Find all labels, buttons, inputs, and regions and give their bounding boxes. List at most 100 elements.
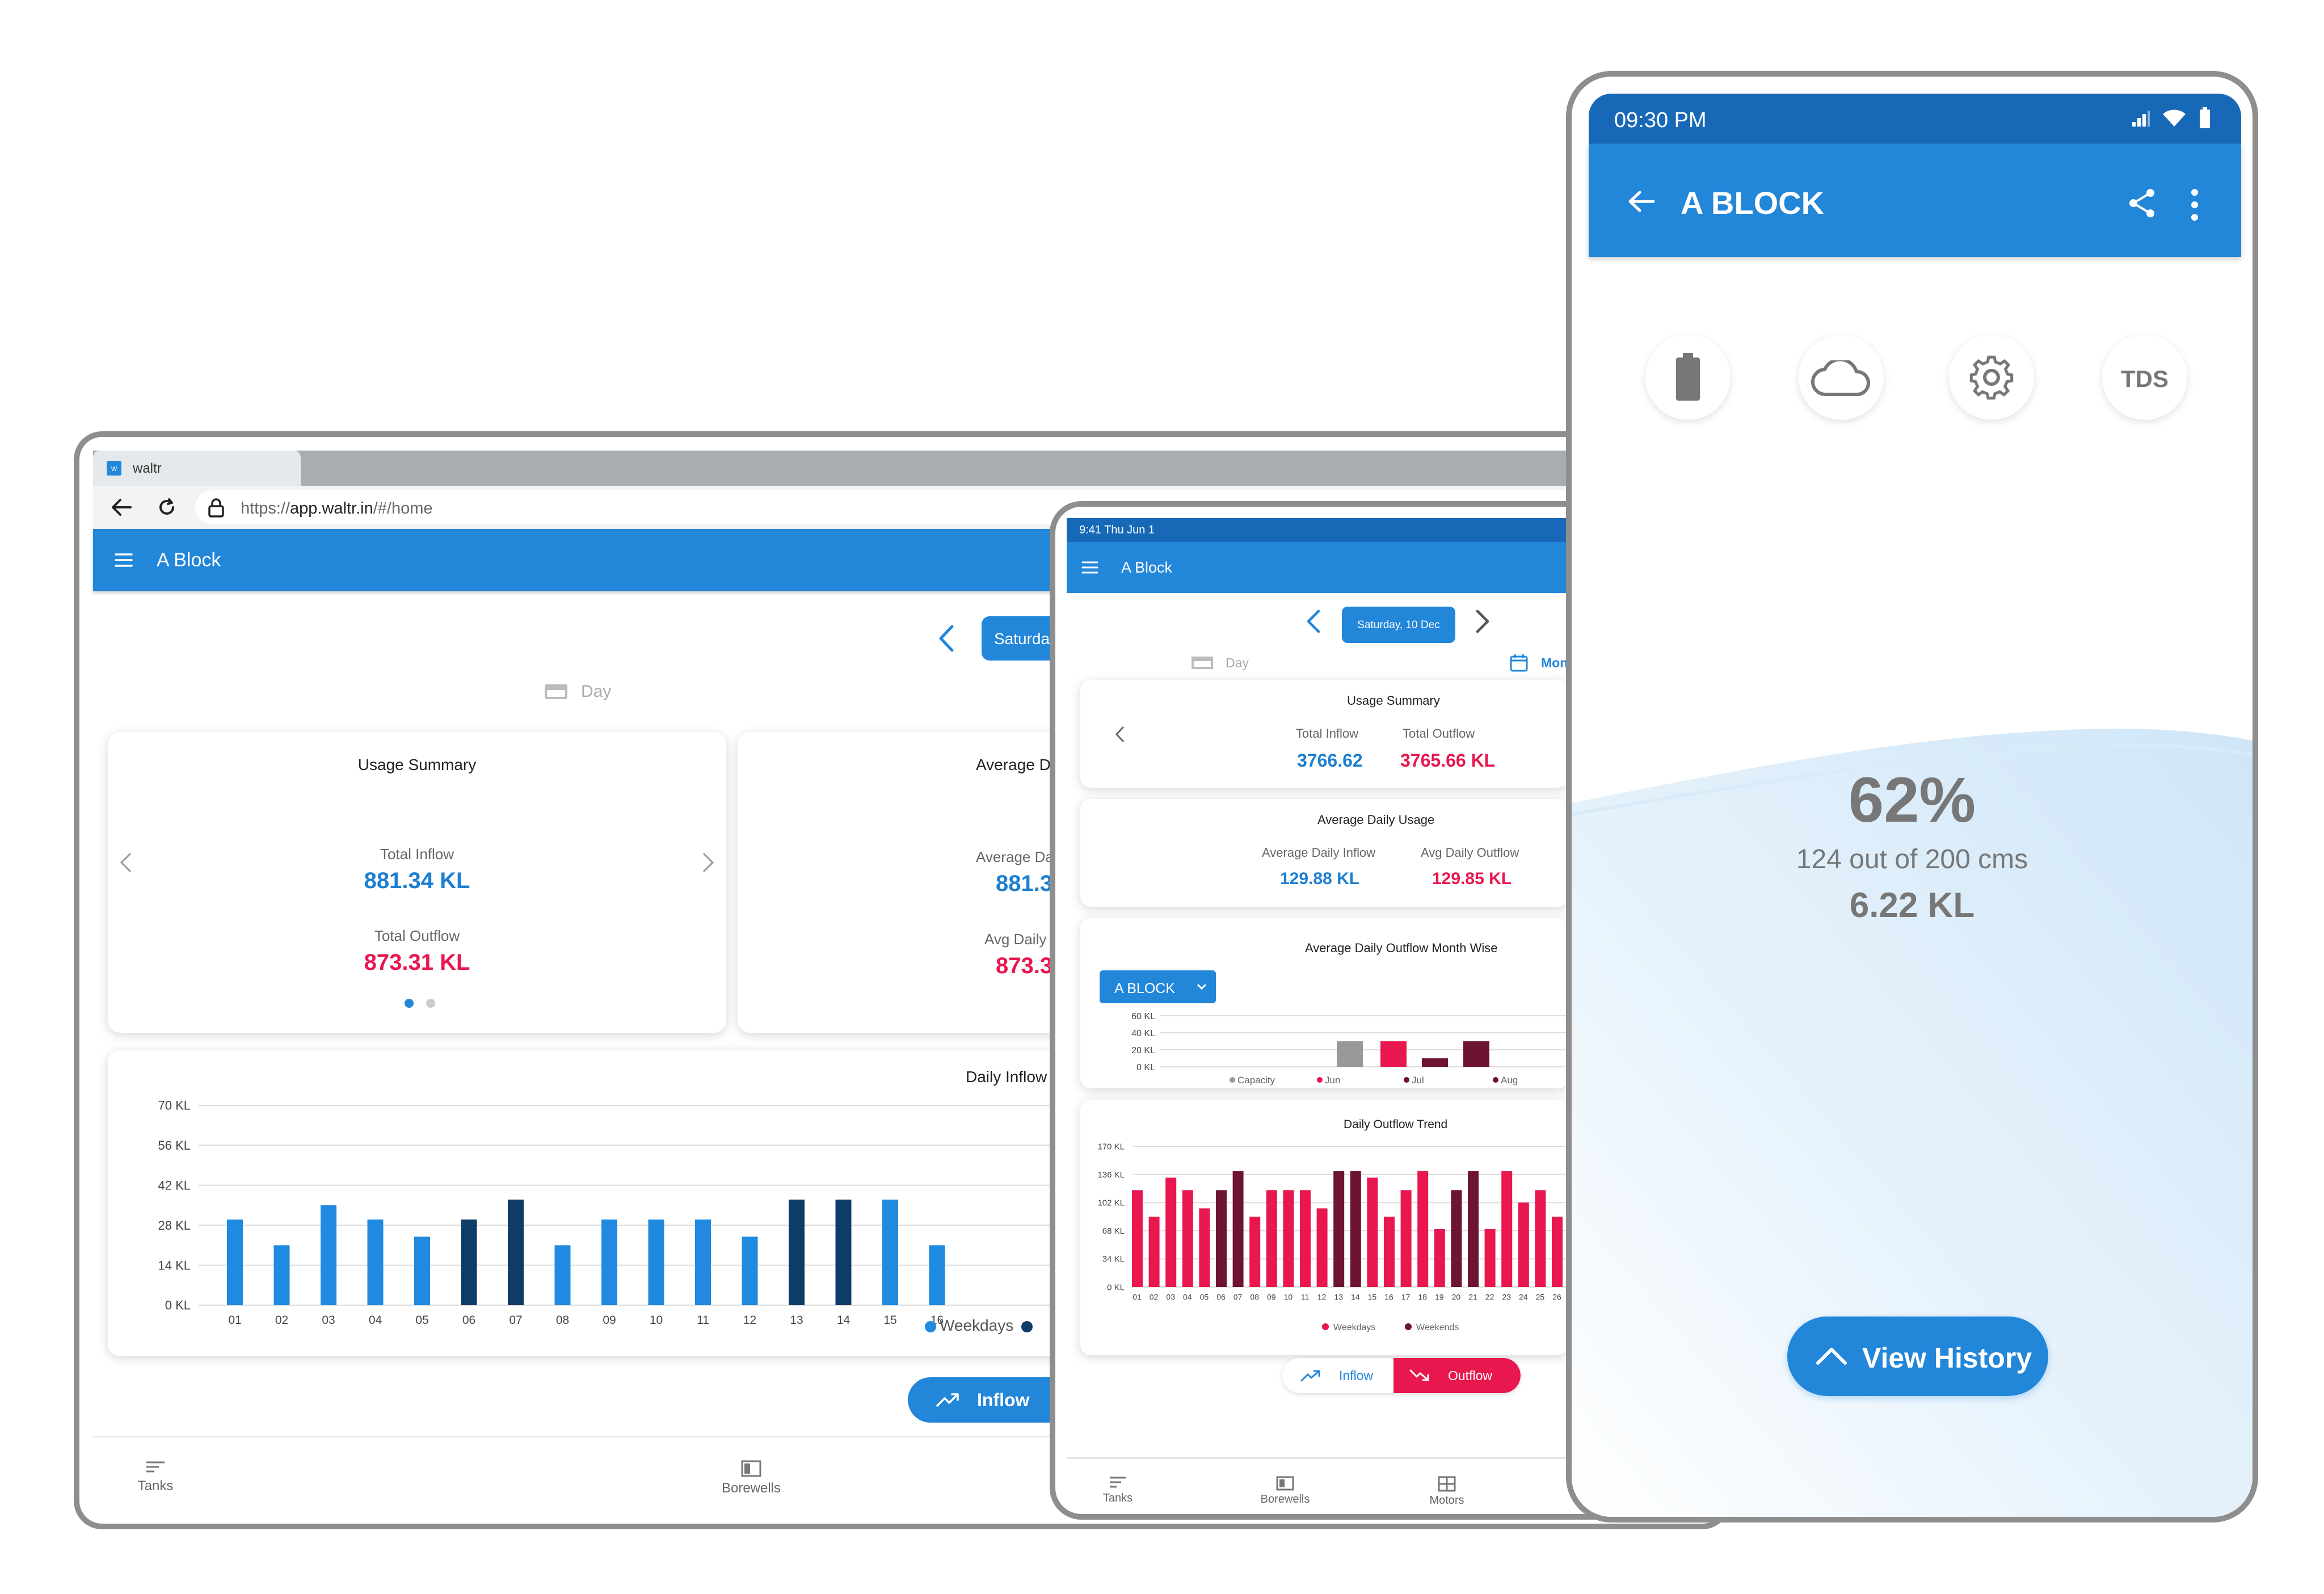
lock-icon [208, 498, 224, 518]
y-tick-label: 102 KL [1097, 1198, 1125, 1208]
tablet-usage-summary-card: Usage Summary Total Inflow 3766.62 Total… [1080, 680, 1568, 788]
y-tick-label: 28 KL [158, 1218, 191, 1233]
tablet-average-inflow-value: 129.88 KL [1280, 869, 1360, 888]
bar-04 [1182, 1190, 1193, 1287]
url-prefix: https:// [241, 499, 290, 518]
share-icon[interactable] [2128, 188, 2156, 218]
x-tick-label: 09 [1267, 1293, 1276, 1302]
x-tick-label: 16 [1384, 1293, 1393, 1302]
x-tick-label: 19 [1435, 1293, 1444, 1302]
view-history-button[interactable]: View History [1787, 1317, 2048, 1396]
sensor-settings-button[interactable] [1949, 335, 2034, 420]
bar-07 [1232, 1171, 1244, 1287]
nav-tanks[interactable]: Tanks [127, 1460, 184, 1494]
reload-icon[interactable] [155, 496, 178, 519]
bar-08 [1249, 1217, 1261, 1287]
legend-dot [1317, 1077, 1323, 1083]
carousel-dot[interactable] [426, 999, 435, 1008]
bar-05 [414, 1236, 430, 1305]
tablet-average-outflow-value: 129.85 KL [1432, 869, 1512, 888]
bottom-nav: Tanks Borewells [93, 1436, 1725, 1524]
x-tick-label: 20 [1452, 1293, 1461, 1302]
carousel-prev-icon[interactable] [119, 851, 133, 874]
tablet-nav-motors[interactable]: Motors [1418, 1476, 1475, 1507]
bar-08 [554, 1245, 571, 1305]
nav-tanks-label: Tanks [137, 1478, 174, 1494]
month-bar-3 [1463, 1041, 1489, 1067]
browser-daily-inflow-svg: 0 KL 14 KL 28 KL 42 KL 56 KL 70 KL 01 02 03 04 05 0… [158, 1099, 1129, 1327]
tablet-toggle-inflow[interactable]: Inflow [1282, 1358, 1393, 1393]
tablet-outflow-trend-card: Daily Outflow Trend 0 KL 34 KL 68 KL 102 KL… [1080, 1100, 1568, 1355]
browser-tabstrip [93, 451, 1725, 486]
tablet-average-inflow-label: Average Daily Inflow [1262, 846, 1376, 860]
x-tick-label: 25 [1536, 1293, 1545, 1302]
legend-dot [1493, 1077, 1498, 1083]
bar-03 [1165, 1177, 1177, 1287]
y-tick-label: 40 KL [1131, 1029, 1155, 1038]
tablet-nav-borewells[interactable]: Borewells [1251, 1476, 1319, 1506]
trending-up-icon [936, 1393, 959, 1407]
sensor-tds-button[interactable]: TDS [2102, 335, 2187, 420]
tablet-next-date-icon[interactable] [1474, 609, 1491, 634]
tablet-monthwise-chart: 0 KL 20 KL 40 KL 60 KL Capacity Jun Jul Aug [1080, 918, 1568, 1088]
nav-borewells[interactable]: Borewells [711, 1460, 791, 1496]
bar-24 [1518, 1202, 1529, 1287]
chevron-down-icon [1197, 983, 1207, 990]
tablet-nav-tanks[interactable]: Tanks [1089, 1476, 1146, 1505]
carousel-dot-active[interactable] [405, 999, 414, 1008]
y-tick-label: 42 KL [158, 1179, 191, 1193]
waltr-favicon-icon: w [107, 461, 121, 476]
daily-inflow-chart: 0 KL 14 KL 28 KL 42 KL 56 KL 70 KL 01 02 03 04 05 0… [108, 1050, 1129, 1356]
phone-back-arrow-icon[interactable] [1627, 190, 1656, 213]
prev-date-chevron-icon[interactable] [936, 624, 957, 653]
tablet-bottom-nav: Tanks Borewells Motors [1067, 1457, 1725, 1514]
tablet-average-usage-card: Average Daily Usage Average Daily Inflow… [1080, 799, 1568, 907]
bar-11 [1300, 1190, 1311, 1287]
tablet-view-month-label: Mon [1541, 655, 1568, 670]
month-bar-2 [1422, 1058, 1448, 1067]
y-tick-label: 14 KL [158, 1258, 191, 1272]
hamburger-menu-icon[interactable] [115, 553, 133, 567]
legend-dot [1404, 1077, 1409, 1083]
carousel-next-icon[interactable] [701, 851, 715, 874]
x-tick-label: 04 [1183, 1293, 1192, 1302]
tablet-prev-date-icon[interactable] [1305, 609, 1322, 634]
bar-16 [1384, 1217, 1395, 1287]
bar-25 [1535, 1190, 1546, 1287]
bar-19 [1434, 1229, 1445, 1287]
tablet-carousel-prev-icon[interactable] [1114, 725, 1126, 743]
block-select-dropdown[interactable]: A BLOCK [1100, 970, 1216, 1003]
more-vert-icon[interactable] [2190, 188, 2199, 222]
url-text: https://app.waltr.in/#/home [241, 499, 433, 518]
x-tick-label: 09 [603, 1314, 616, 1327]
tablet-nav-borewells-label: Borewells [1260, 1493, 1310, 1505]
legend-label: Weekdays [1333, 1323, 1375, 1332]
bar-10 [1283, 1190, 1294, 1287]
tablet-date-button[interactable]: Saturday, 10 Dec [1342, 607, 1455, 643]
browser-tab[interactable]: w waltr [93, 451, 301, 486]
back-arrow-icon[interactable] [110, 497, 133, 518]
tablet-view-day-label: Day [1226, 655, 1249, 670]
gear-icon [1969, 355, 2014, 400]
month-bar-1 [1380, 1041, 1407, 1067]
legend-label: Jul [1412, 1075, 1424, 1086]
bar-22 [1484, 1229, 1496, 1287]
bar-03 [321, 1205, 336, 1305]
tab-title: waltr [133, 461, 162, 476]
y-tick-label: 68 KL [1102, 1226, 1125, 1236]
tanks-icon [146, 1461, 165, 1473]
tablet-nav-tanks-label: Tanks [1102, 1492, 1133, 1504]
tablet-monthwise-card: Average Daily Outflow Month Wise A BLOCK… [1080, 918, 1568, 1088]
sensor-battery-button[interactable] [1645, 335, 1731, 420]
url-host: app.waltr.in [290, 499, 373, 518]
bar-14 [835, 1199, 852, 1305]
sensor-cloud-button[interactable] [1799, 335, 1884, 420]
bar-01 [227, 1219, 243, 1305]
tablet-hamburger-icon[interactable] [1081, 561, 1098, 574]
tablet-toggle-outflow[interactable]: Outflow [1393, 1358, 1521, 1393]
tablet-total-inflow-label: Total Inflow [1296, 726, 1359, 741]
bar-12 [1316, 1208, 1328, 1287]
wifi-icon [2163, 110, 2186, 127]
borewells-icon [741, 1460, 761, 1477]
x-tick-label: 06 [1216, 1293, 1226, 1302]
